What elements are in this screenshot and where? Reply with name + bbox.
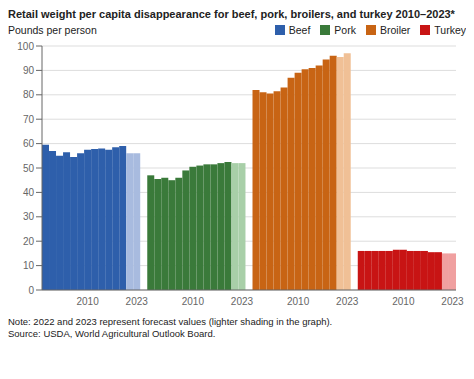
svg-text:2023: 2023 <box>126 296 149 307</box>
svg-text:90: 90 <box>23 65 35 76</box>
html-text:Note: 2022 and 2023 represent: Note: 2022 and 2023 represent forecast v… <box>8 316 333 327</box>
html-text:Broiler: Broiler <box>380 24 411 36</box>
svg-text:60: 60 <box>23 138 35 149</box>
svg-text:0: 0 <box>28 285 34 296</box>
html-text:Turkey: Turkey <box>434 24 466 36</box>
html-text:Retail weight per capita disap: Retail weight per capita disappearance f… <box>8 8 455 20</box>
svg-text:10: 10 <box>23 260 35 271</box>
svg-text:70: 70 <box>23 114 35 125</box>
svg-text:2010: 2010 <box>182 296 205 307</box>
svg-text:40: 40 <box>23 187 35 198</box>
svg-text:2023: 2023 <box>441 296 464 307</box>
svg-text:100: 100 <box>17 41 34 52</box>
svg-text:30: 30 <box>23 211 35 222</box>
html-text:Pork: Pork <box>334 24 356 36</box>
svg-text:2010: 2010 <box>287 296 310 307</box>
svg-text:80: 80 <box>23 89 35 100</box>
svg-text:2023: 2023 <box>336 296 359 307</box>
svg-text:50: 50 <box>23 163 35 174</box>
html-text:Pounds per person: Pounds per person <box>8 24 97 36</box>
html-text:Source: USDA, World Agricultur: Source: USDA, World Agricultural Outlook… <box>8 328 216 339</box>
svg-text:2010: 2010 <box>392 296 415 307</box>
html-text:Beef: Beef <box>288 24 311 36</box>
svg-text:20: 20 <box>23 236 35 247</box>
svg-text:2010: 2010 <box>76 296 99 307</box>
svg-text:2023: 2023 <box>231 296 254 307</box>
